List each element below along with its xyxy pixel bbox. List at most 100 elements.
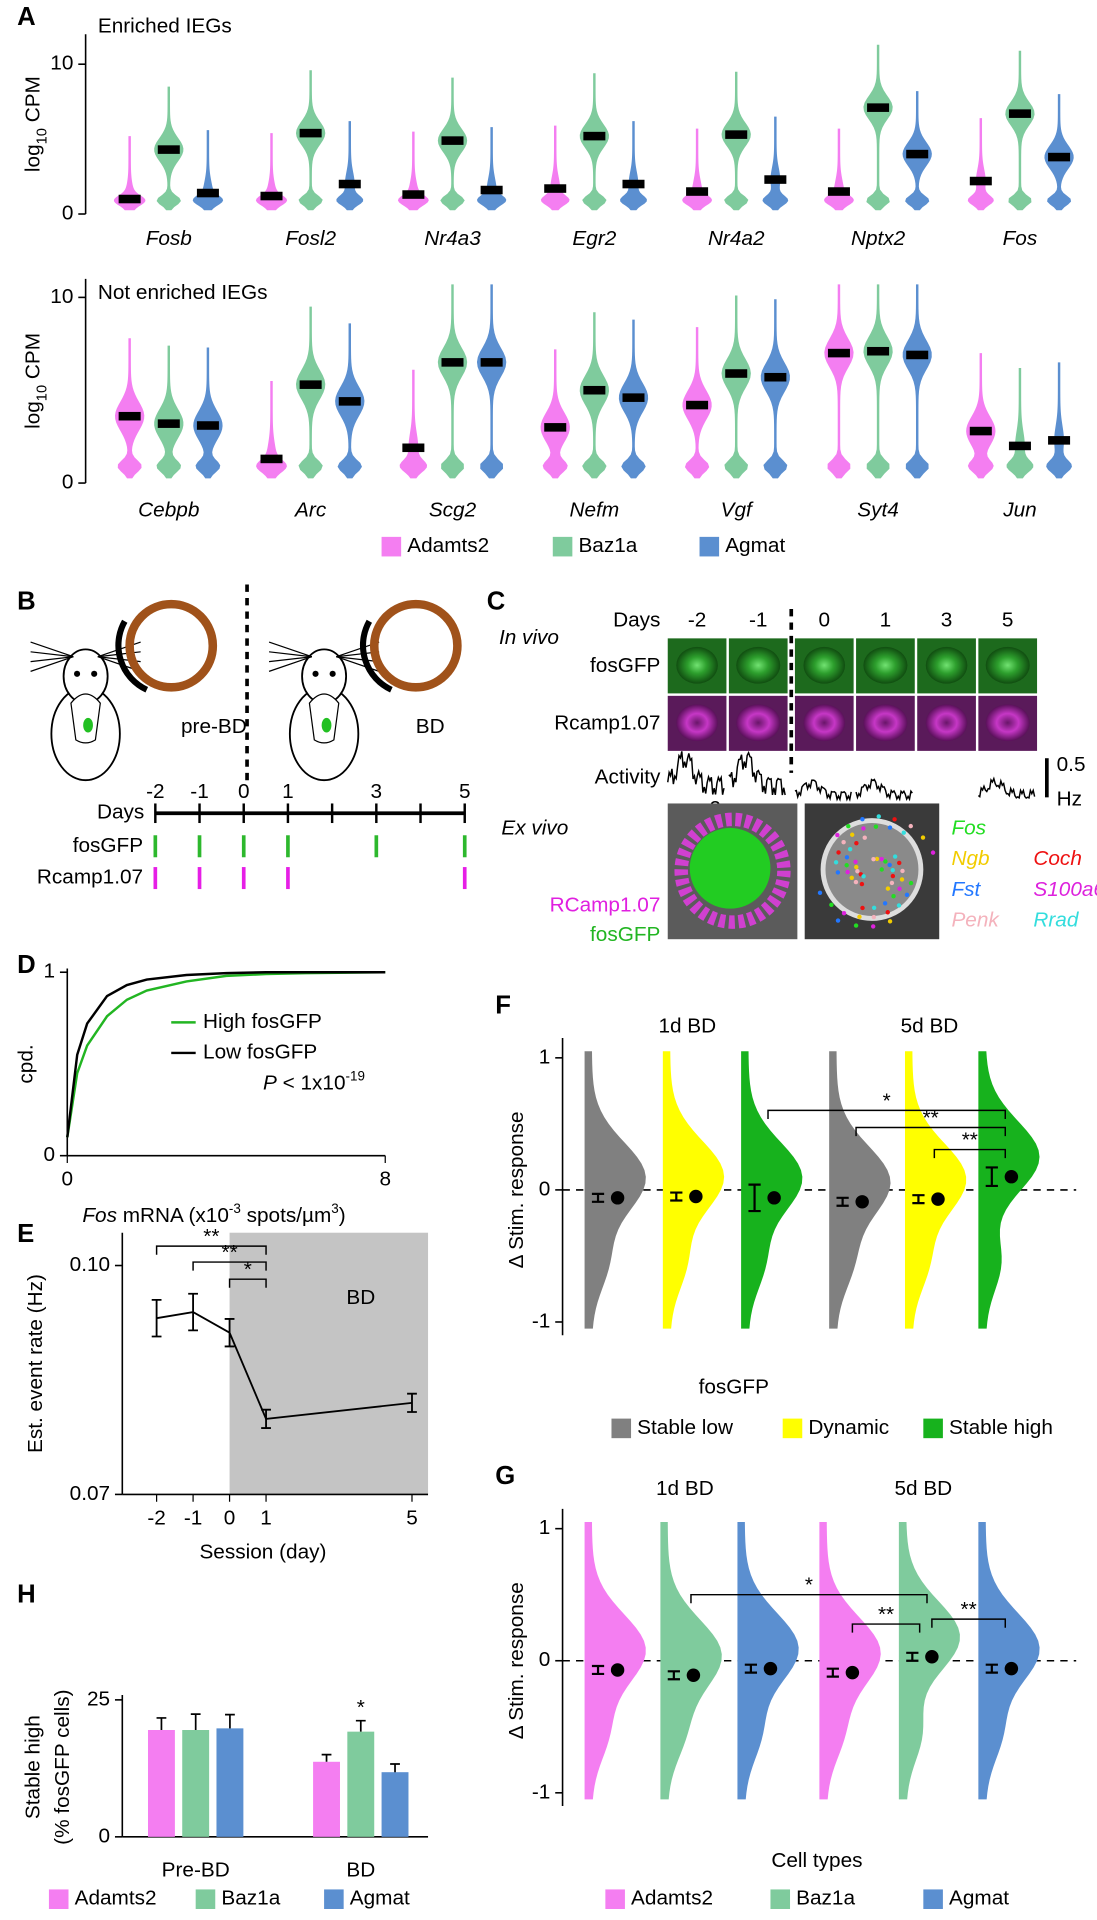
row-label: Rcamp1.07 — [37, 866, 143, 889]
error-bar — [591, 1664, 605, 1676]
x-tick-label: 1 — [260, 1506, 272, 1529]
legend-label: Adamts2 — [75, 1887, 157, 1910]
brain-region — [321, 717, 332, 733]
violin — [336, 121, 364, 211]
significance-label: * — [357, 1696, 365, 1719]
mean-dot — [1004, 1169, 1019, 1184]
timeline-tick-label: -2 — [146, 780, 164, 803]
violin — [1046, 362, 1072, 479]
error-bar — [744, 1663, 758, 1674]
row-label: fosGFP — [590, 654, 660, 677]
y-tick-label: 1 — [539, 1516, 551, 1539]
y-tick-label: 1 — [43, 960, 55, 983]
cdf-line — [66, 971, 386, 1138]
transcript-dot — [871, 914, 877, 920]
gene-label: Rrad — [1033, 908, 1079, 931]
x-axis-label: Fos mRNA (x10-3 spots/µm3) — [82, 1201, 345, 1227]
mouse-brain — [70, 693, 101, 744]
y-axis-label: log10 CPM — [22, 333, 50, 429]
median-marker — [867, 103, 890, 112]
transcript-dot — [860, 816, 865, 822]
significance-label: ** — [878, 1603, 894, 1626]
transcript-dot — [908, 823, 913, 829]
transcript-dot — [844, 855, 850, 860]
gene-label: Ngb — [951, 847, 989, 870]
transcript-dot — [883, 859, 888, 864]
transcript-dot — [857, 914, 862, 920]
mean-dot — [763, 1661, 778, 1676]
error-bar — [912, 1194, 925, 1205]
y-axis-label: (% fosGFP cells) — [51, 1689, 74, 1844]
violin — [256, 380, 287, 479]
violin — [437, 284, 468, 479]
legend-label: Agmat — [949, 1887, 1009, 1910]
label-part: P — [263, 1072, 277, 1095]
gene-label: Penk — [951, 908, 1000, 931]
mean-dot — [686, 1668, 701, 1682]
mean-dot — [855, 1195, 869, 1209]
significance-bracket — [931, 1618, 1006, 1628]
transcript-dot — [835, 870, 841, 875]
transcript-dot — [855, 869, 860, 874]
transcript-dot — [871, 856, 876, 862]
stimulus-ring — [125, 599, 218, 692]
legend-label: Stable high — [949, 1416, 1053, 1439]
legend-swatch — [195, 1889, 216, 1909]
label-part: Fos — [82, 1204, 117, 1227]
mean-dot — [767, 1191, 781, 1205]
transcript-dot — [874, 856, 880, 862]
y-tick-label: 0 — [99, 1824, 111, 1847]
green-cell — [689, 827, 771, 909]
transcript-dot — [904, 892, 910, 898]
x-tick-label: Nptx2 — [851, 227, 906, 250]
x-axis-label: fosGFP — [699, 1376, 769, 1399]
median-marker — [260, 191, 283, 201]
transcript-dot — [873, 824, 879, 829]
days-label: Days — [613, 609, 660, 632]
transcript-dot — [841, 840, 846, 845]
bar — [147, 1730, 175, 1837]
median-marker — [764, 372, 787, 382]
legend-label: Adamts2 — [631, 1887, 713, 1910]
whisker-pad — [359, 619, 393, 693]
cell-image — [863, 646, 908, 684]
x-tick-label: Nefm — [570, 499, 620, 522]
transcript-dot — [897, 860, 902, 866]
transcript-dot — [892, 854, 898, 859]
transcript-dot — [853, 879, 859, 885]
error-bar — [355, 1719, 366, 1732]
significance-bracket — [228, 1278, 267, 1288]
y-tick-label: 10 — [50, 285, 73, 308]
median-marker — [906, 350, 929, 360]
cdf-line — [66, 971, 386, 1138]
y-tick-label: 0 — [62, 201, 74, 224]
transcript-dot — [859, 881, 865, 887]
y-axis-label: cpd. — [14, 1044, 37, 1083]
transcript-dot — [853, 859, 858, 864]
transcript-dot — [896, 903, 902, 908]
ex-vivo-label: Ex vivo — [501, 817, 568, 840]
legend-swatch — [770, 1889, 791, 1909]
violin — [762, 116, 789, 211]
cell-image — [676, 646, 718, 684]
x-tick-label: 0 — [224, 1506, 236, 1529]
label-part: -3 — [229, 1201, 241, 1216]
in-vivo-label: In vivo — [499, 626, 559, 649]
legend-label: Dynamic — [808, 1416, 889, 1439]
significance-bracket — [192, 1261, 267, 1271]
panel-label: E — [17, 1220, 34, 1248]
x-tick-label: Egr2 — [572, 227, 616, 250]
violin — [721, 295, 751, 479]
chart-title: Enriched IEGs — [98, 14, 232, 37]
error-bar — [190, 1713, 201, 1731]
median-marker — [969, 426, 992, 436]
median-marker — [583, 131, 606, 141]
legend-label: Baz1a — [796, 1887, 855, 1910]
transcript-dot — [835, 918, 841, 923]
y-tick-label: 1 — [539, 1045, 551, 1068]
transcript-dot — [860, 905, 865, 911]
half-violin — [584, 1522, 646, 1800]
median-marker — [686, 400, 709, 410]
half-violin — [660, 1522, 722, 1800]
